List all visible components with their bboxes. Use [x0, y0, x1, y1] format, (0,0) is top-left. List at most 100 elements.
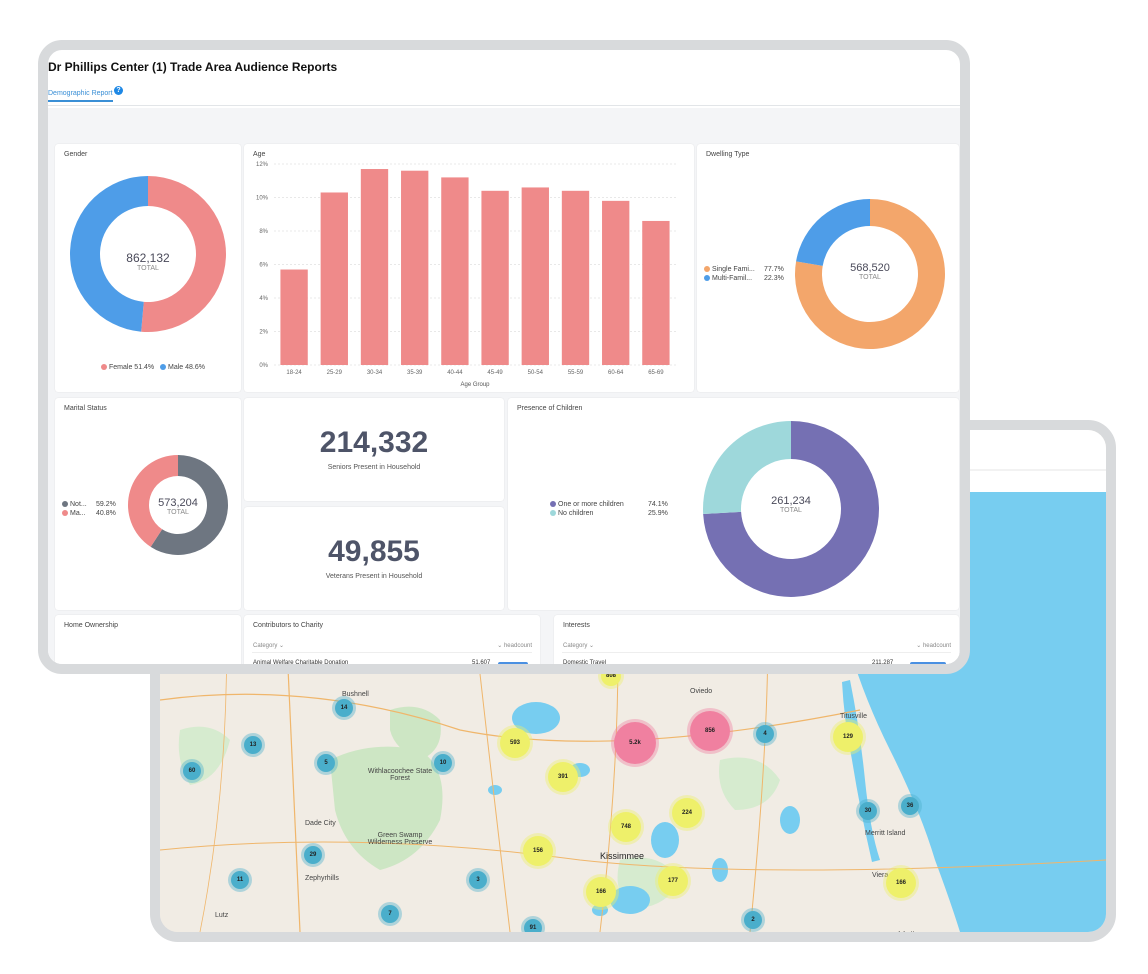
legend-married[interactable]: Ma... 40.8% [62, 509, 116, 518]
not-married-pct: 59.2% [96, 501, 116, 508]
charity-col-headcount[interactable]: ⌄ headcount [497, 642, 532, 649]
male-pct: 48.6% [185, 364, 205, 371]
dwelling-donut[interactable] [785, 189, 955, 359]
map-cluster-marker[interactable]: 856 [690, 711, 730, 751]
map-cluster-marker[interactable]: 14 [335, 699, 353, 717]
legend-multi-family[interactable]: Multi-Famil... 22.3% [704, 274, 784, 283]
map-cluster-marker[interactable]: 166 [886, 868, 916, 898]
dwelling-slice-2[interactable] [796, 199, 870, 266]
age-bar-35-39[interactable] [401, 170, 429, 365]
children-legend: One or more children 74.1% No children 25.… [550, 500, 668, 518]
age-bar-chart[interactable]: 0% 2% 4% 6% 8% 10% 12% 18-24 25-29 30-34 35-39 40-4… [244, 144, 694, 392]
map-cluster-marker[interactable]: 5 [317, 754, 335, 772]
age-bar-18-24[interactable] [280, 269, 308, 365]
map-cluster-marker[interactable]: 156 [523, 836, 553, 866]
map-cluster-marker[interactable]: 177 [658, 866, 688, 896]
map-cluster-marker[interactable]: 36 [901, 797, 919, 815]
multi-family-swatch [704, 275, 710, 281]
age-bar-50-54[interactable] [521, 187, 549, 365]
map-cluster-marker[interactable]: 60 [183, 762, 201, 780]
sort-icon: ⌄ [589, 643, 595, 649]
interests-row-label: Domestic Travel [563, 660, 607, 666]
age-bar-40-44[interactable] [441, 177, 469, 365]
map-cluster-marker[interactable]: 166 [586, 877, 616, 907]
veterans-label: Veterans Present in Household [325, 573, 423, 580]
map-place-label: Green Swamp Wilderness Preserve [367, 832, 433, 846]
help-icon[interactable]: ? [114, 86, 123, 95]
map-cluster-marker[interactable]: 593 [500, 728, 530, 758]
single-family-swatch [704, 266, 710, 272]
legend-no-children[interactable]: No children 25.9% [550, 509, 668, 518]
age-bar-65-69[interactable] [642, 220, 670, 365]
married-label: Ma... [70, 510, 86, 517]
marital-slice-2[interactable] [128, 455, 178, 547]
map-cluster-marker[interactable]: 748 [611, 812, 641, 842]
map-cluster-marker[interactable]: 3 [469, 871, 487, 889]
gender-total: 862,132 [126, 251, 170, 265]
dashboard: Gender 862,132 TOTAL Female 51.4% Male 4… [48, 108, 960, 666]
legend-one-or-more-children[interactable]: One or more children 74.1% [550, 500, 668, 509]
map-cluster-marker[interactable]: 2 [744, 911, 762, 929]
map-cluster-marker[interactable]: 7 [381, 905, 399, 923]
map-place-label: Titusville [840, 713, 867, 720]
legend-single-family[interactable]: Single Fami... 77.7% [704, 265, 784, 274]
dwelling-card: Dwelling Type 568,520 TOTAL Single Fami.… [697, 144, 959, 392]
female-label: Female [109, 364, 133, 371]
marital-title: Marital Status [64, 405, 107, 412]
age-bar-60-64[interactable] [602, 200, 630, 365]
gender-slice-1[interactable] [141, 176, 226, 332]
age-bar-30-34[interactable] [360, 169, 389, 365]
age-bar-25-29[interactable] [320, 192, 348, 365]
map-lake-3 [610, 886, 650, 914]
children-total-label: TOTAL [780, 507, 802, 514]
single-family-pct: 77.7% [764, 266, 784, 273]
legend-not-married[interactable]: Not... 59.2% [62, 500, 116, 509]
map-lake-1 [512, 702, 560, 734]
map-cluster-marker[interactable]: 224 [672, 798, 702, 828]
marital-legend: Not... 59.2% Ma... 40.8% [62, 500, 116, 518]
map-cluster-marker[interactable]: 29 [304, 846, 322, 864]
charity-col-category[interactable]: Category ⌄ [253, 642, 284, 649]
tab-demographic-report[interactable]: Demographic Report ? [48, 86, 123, 102]
map-cluster-marker[interactable]: 129 [833, 722, 863, 752]
marital-slice-1[interactable] [150, 455, 229, 555]
map-cluster-marker[interactable]: 11 [231, 871, 249, 889]
interests-col-category[interactable]: Category ⌄ [563, 642, 594, 649]
map-cluster-marker[interactable]: 4 [756, 725, 774, 743]
map-place-label: Melbourne [898, 930, 941, 940]
legend-female[interactable]: Female 51.4% [101, 364, 154, 371]
map-cluster-marker[interactable]: 10 [434, 754, 452, 772]
map-place-label: Bushnell [342, 691, 369, 698]
children-yes-pct: 74.1% [648, 501, 668, 508]
map-cluster-marker[interactable]: 91 [524, 919, 542, 932]
map-place-label: Viera [872, 872, 889, 879]
children-donut[interactable] [700, 418, 882, 600]
gender-donut[interactable] [55, 174, 241, 374]
map-lake-8 [592, 904, 608, 916]
children-slice-1[interactable] [703, 421, 879, 597]
children-no-swatch [550, 510, 556, 516]
children-no-label: No children [558, 510, 594, 517]
age-xtick-label: 60-64 [608, 370, 624, 376]
sort-icon: ⌄ [916, 643, 922, 649]
interests-col2-label: headcount [922, 643, 951, 649]
map-cluster-marker[interactable]: 5.2k [614, 722, 656, 764]
interests-col-headcount[interactable]: ⌄ headcount [916, 642, 951, 649]
gender-slice-2[interactable] [69, 176, 148, 332]
charity-col1-label: Category [253, 643, 278, 649]
dwelling-total: 568,520 [850, 262, 890, 274]
map-cluster-marker[interactable]: 30 [859, 802, 877, 820]
seniors-value: 214,332 [319, 426, 429, 459]
map-cluster-marker[interactable]: 391 [548, 762, 578, 792]
map-cluster-marker[interactable]: 13 [244, 736, 262, 754]
children-slice-2[interactable] [703, 421, 791, 514]
gender-card: Gender 862,132 TOTAL Female 51.4% Male 4… [55, 144, 241, 392]
age-bar-45-49[interactable] [481, 190, 509, 365]
age-bar-55-59[interactable] [561, 190, 590, 365]
age-ytick-label: 6% [259, 263, 268, 269]
marital-donut[interactable] [123, 450, 233, 560]
map-place-label: Oviedo [690, 688, 713, 695]
legend-male[interactable]: Male 48.6% [160, 364, 205, 371]
dwelling-slice-1[interactable] [795, 199, 945, 349]
charity-row-label: Animal Welfare Charitable Donation [253, 660, 349, 666]
